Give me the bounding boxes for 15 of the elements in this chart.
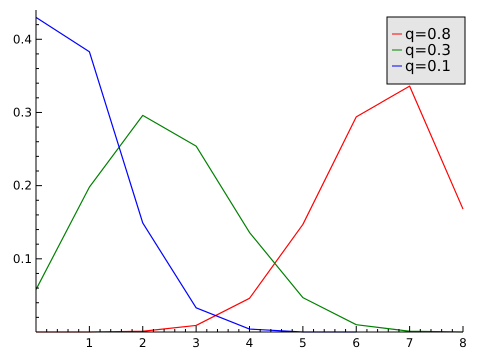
y-tick-label: 0.4	[12, 32, 32, 46]
x-tick-label: 2	[138, 336, 147, 350]
x-tick-label: 5	[299, 336, 307, 350]
x-tick-label: 8	[459, 336, 467, 350]
legend-label: q=0.8	[405, 25, 451, 43]
x-tick-label: 7	[406, 336, 414, 350]
y-tick-label: 0.1	[12, 252, 32, 266]
legend-label: q=0.1	[405, 57, 451, 75]
y-tick-label: 0.3	[12, 105, 32, 120]
x-tick-label: 4	[246, 336, 254, 350]
x-tick-label: 6	[352, 336, 360, 350]
x-tick-label: 3	[192, 336, 200, 350]
legend-label: q=0.3	[405, 41, 451, 59]
y-tick-label: 0.2	[12, 178, 32, 193]
x-tick-label: 1	[86, 336, 94, 350]
